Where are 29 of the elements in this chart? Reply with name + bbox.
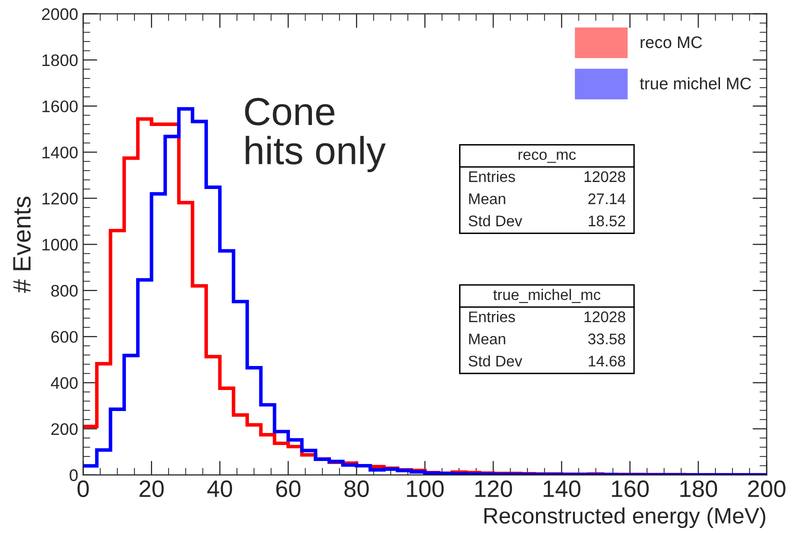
- x-tick-label: 180: [680, 480, 718, 498]
- annotation: Cone hits only: [245, 98, 386, 172]
- x-tick-label: 80: [344, 480, 369, 498]
- y-tick-label: 1600: [42, 100, 78, 112]
- x-axis-title: Reconstructed energy (MeV): [484, 507, 766, 528]
- x-tick-label: 0: [78, 480, 89, 498]
- y-tick-label: 0: [70, 469, 78, 482]
- x-tick-label: 140: [544, 480, 580, 498]
- x-tick-label: 120: [475, 480, 512, 498]
- y-tick-label: 800: [51, 284, 78, 297]
- x-tick-label: 20: [140, 480, 164, 498]
- text: reco_mc Entries 12028 Mean 27.14 Std Dev 18.52: [468, 152, 626, 226]
- y-tick-label: 2000: [42, 8, 78, 20]
- x-tick-label: 160: [612, 480, 649, 498]
- legend-label: true michel MC: [640, 77, 752, 90]
- x-tick-label: 100: [407, 480, 444, 498]
- y-tick-label: 1800: [42, 54, 78, 66]
- text: true_michel_mc Entries 12028 Mean 33.58 Std Dev 14.68: [468, 288, 626, 367]
- x-tick-label: 60: [276, 480, 300, 498]
- x-tick-label: 200: [748, 480, 786, 498]
- y-axis-title: # Events: [13, 196, 31, 293]
- y-tick-label: 400: [50, 377, 78, 389]
- x-tick-label: 40: [207, 480, 232, 498]
- y-tick-label: 1200: [42, 192, 78, 204]
- y-tick-label: 1000: [42, 238, 78, 251]
- legend-label: reco MC: [640, 36, 702, 48]
- y-tick-label: 200: [51, 423, 78, 435]
- y-tick-label: 600: [51, 330, 78, 343]
- y-tick-label: 1400: [42, 146, 78, 158]
